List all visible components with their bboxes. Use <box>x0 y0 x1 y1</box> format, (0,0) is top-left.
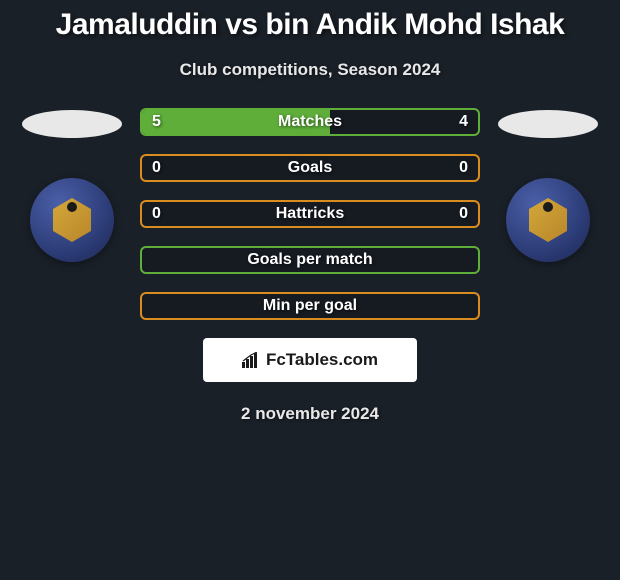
player-left-club-badge <box>30 178 114 262</box>
player-right-club-badge <box>506 178 590 262</box>
stat-bar-goals-per-match: Goals per match <box>140 246 480 274</box>
brand-text: FcTables.com <box>266 350 378 370</box>
stat-right-val: 4 <box>459 113 468 131</box>
brand-chart-icon <box>242 352 262 368</box>
stats-bars: 5 Matches 4 0 Goals 0 0 Hattricks 0 Goal… <box>140 108 480 320</box>
subtitle: Club competitions, Season 2024 <box>0 60 620 80</box>
stat-label: Matches <box>278 113 342 131</box>
player-right-avatar <box>498 110 598 138</box>
stat-label: Goals <box>288 159 332 177</box>
brand-box: FcTables.com <box>203 338 417 382</box>
stat-bar-min-per-goal: Min per goal <box>140 292 480 320</box>
stat-bar-goals: 0 Goals 0 <box>140 154 480 182</box>
stat-label: Hattricks <box>276 205 344 223</box>
date-text: 2 november 2024 <box>0 404 620 424</box>
stat-right-val: 0 <box>459 159 468 177</box>
player-left-avatar <box>22 110 122 138</box>
player-left-col <box>22 110 122 262</box>
stat-bar-hattricks: 0 Hattricks 0 <box>140 200 480 228</box>
player-right-col <box>498 110 598 262</box>
stat-right-val: 0 <box>459 205 468 223</box>
page-title: Jamaluddin vs bin Andik Mohd Ishak <box>0 0 620 42</box>
stat-label: Goals per match <box>247 251 372 269</box>
stat-left-val: 0 <box>152 159 161 177</box>
stat-label: Min per goal <box>263 297 357 315</box>
stat-bar-matches: 5 Matches 4 <box>140 108 480 136</box>
stat-left-val: 5 <box>152 113 161 131</box>
comparison-row: 5 Matches 4 0 Goals 0 0 Hattricks 0 Goal… <box>0 110 620 320</box>
stat-left-val: 0 <box>152 205 161 223</box>
